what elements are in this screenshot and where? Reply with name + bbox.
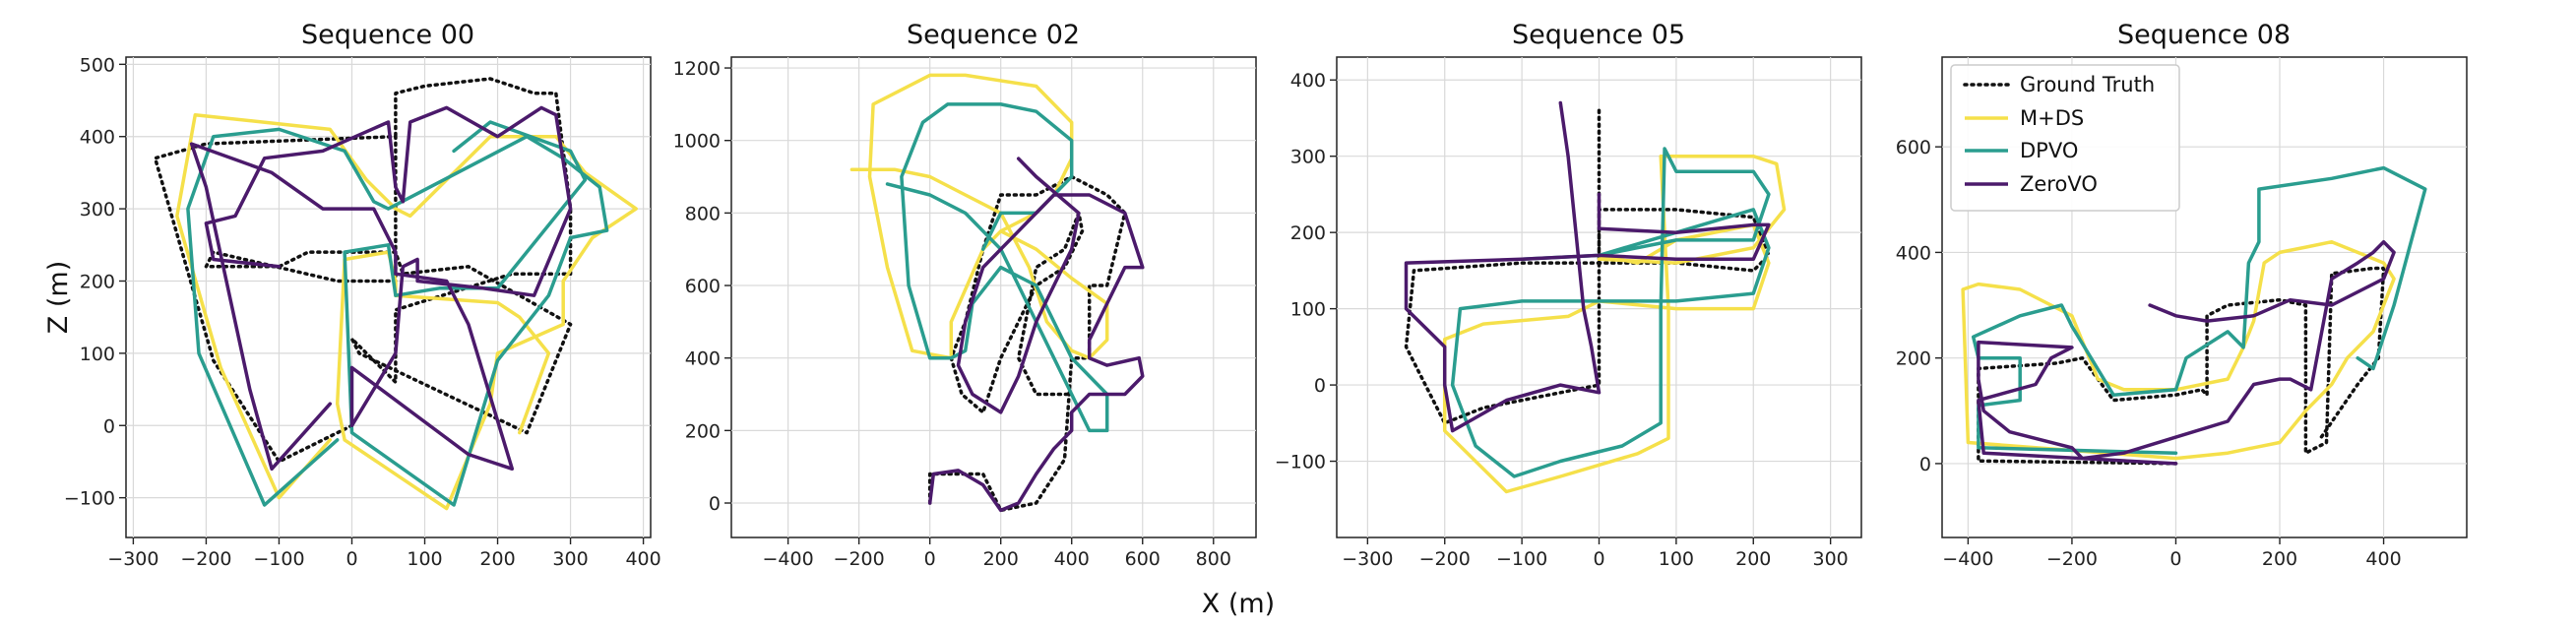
series-zerovo-line [189, 105, 573, 472]
series-lines [1961, 165, 2427, 466]
x-tick-label: −300 [107, 548, 158, 570]
plot-area [730, 56, 1257, 538]
legend-frame [1950, 64, 2180, 212]
subplot-sequence-02: −400 −200 0 200 400 600 800 0 200 400 600 800 1000 12… [673, 20, 1257, 570]
y-tick-label: 0 [1919, 454, 1931, 475]
legend-label-m-ds: M+DS [2020, 106, 2084, 130]
subplot-title: Sequence 08 [2117, 20, 2291, 50]
y-tick-label: −100 [1275, 452, 1326, 473]
x-tick-label: −400 [1942, 548, 1993, 570]
subplot-sequence-00: −300 −200 −100 0 100 200 300 400 −100 0 100 200 300 4… [64, 20, 661, 570]
y-tick-label: 100 [1290, 299, 1326, 321]
y-tick-label: 400 [1290, 70, 1326, 92]
x-tick-label: 0 [924, 548, 936, 570]
x-tick-label: −100 [253, 548, 304, 570]
x-tick-label: −200 [2046, 548, 2098, 570]
y-tick-label: 200 [80, 271, 115, 292]
y-tick-label: 0 [103, 415, 115, 437]
y-tick-label: 200 [685, 420, 721, 442]
x-tick-label: 200 [479, 548, 515, 570]
x-axis-label: X (m) [1202, 589, 1275, 619]
series-m-ds-line [1961, 239, 2396, 461]
y-tick-label: 200 [1896, 348, 1931, 370]
y-tick-label: 1000 [673, 131, 721, 153]
series-m-ds-line [1442, 154, 1787, 494]
x-tick-label: −300 [1342, 548, 1393, 570]
series-lines [849, 73, 1145, 513]
y-tick-label: 400 [1896, 242, 1931, 264]
y-tick-label: 400 [80, 127, 115, 149]
series-lines [153, 77, 638, 511]
x-tick-label: 0 [346, 548, 357, 570]
legend-label-dpvo: DPVO [2020, 139, 2078, 162]
ticks: −300 −200 −100 0 100 200 300 −100 0 100 200 300 400 [1275, 70, 1849, 570]
series-ground-truth-line [1404, 108, 1771, 425]
x-tick-label: 400 [625, 548, 660, 570]
x-tick-label: −100 [1496, 548, 1547, 570]
x-tick-label: −400 [763, 548, 814, 570]
y-tick-label: 300 [80, 199, 115, 221]
x-tick-label: 400 [2365, 548, 2401, 570]
y-axis-label: Z (m) [43, 261, 74, 334]
x-tick-label: 400 [1054, 548, 1090, 570]
series-dpvo-line [1450, 147, 1771, 478]
y-tick-label: 0 [1314, 375, 1326, 397]
y-tick-label: 0 [709, 493, 721, 515]
ticks: −300 −200 −100 0 100 200 300 400 −100 0 100 200 300 4… [64, 54, 661, 570]
series-dpvo-line [1971, 165, 2427, 455]
x-tick-label: −200 [1419, 548, 1471, 570]
x-tick-label: 600 [1125, 548, 1161, 570]
subplot-title: Sequence 02 [907, 20, 1080, 50]
x-tick-label: 200 [2262, 548, 2297, 570]
x-tick-label: 300 [552, 548, 588, 570]
y-tick-label: 600 [1896, 137, 1931, 158]
y-tick-label: 800 [685, 203, 721, 224]
x-tick-label: −200 [834, 548, 885, 570]
series-zerovo-line [927, 157, 1145, 513]
subplot-title: Sequence 00 [301, 20, 474, 50]
legend-label-zerovo: ZeroVO [2020, 172, 2098, 196]
x-tick-label: 0 [1593, 548, 1604, 570]
x-tick-label: 0 [2169, 548, 2181, 570]
x-tick-label: 800 [1196, 548, 1231, 570]
x-tick-label: 100 [407, 548, 442, 570]
y-tick-label: 100 [80, 344, 115, 365]
y-tick-label: 300 [1290, 147, 1326, 168]
series-lines [1404, 100, 1787, 494]
y-tick-label: 200 [1290, 222, 1326, 244]
series-ground-truth-line [153, 77, 573, 464]
y-tick-label: 400 [685, 348, 721, 370]
x-tick-label: 100 [1659, 548, 1694, 570]
x-tick-label: −200 [180, 548, 231, 570]
series-zerovo-line [1977, 239, 2396, 466]
subplot-sequence-05: −300 −200 −100 0 100 200 300−1000100200300400 … [1275, 20, 1862, 570]
y-tick-label: 1200 [673, 58, 721, 80]
ticks: −400 −200 0 200 400 600 800 0 200 400 600 800 1000 12… [673, 58, 1231, 570]
legend: Ground Truth M+DS DPVO ZeroVO [1950, 64, 2180, 212]
y-tick-label: 600 [685, 276, 721, 297]
legend-label-ground-truth: Ground Truth [2020, 73, 2155, 96]
series-zerovo-line [1404, 100, 1771, 433]
series-ground-truth-line [1977, 266, 2386, 466]
y-tick-label: −100 [64, 488, 115, 510]
x-tick-label: 200 [1735, 548, 1771, 570]
x-tick-label: 300 [1813, 548, 1849, 570]
ticks: −400 −200 0 200 400 0 200 400 600 [1896, 137, 2402, 570]
y-tick-label: 500 [80, 54, 115, 76]
x-tick-label: 200 [983, 548, 1019, 570]
subplot-title: Sequence 05 [1512, 20, 1685, 50]
